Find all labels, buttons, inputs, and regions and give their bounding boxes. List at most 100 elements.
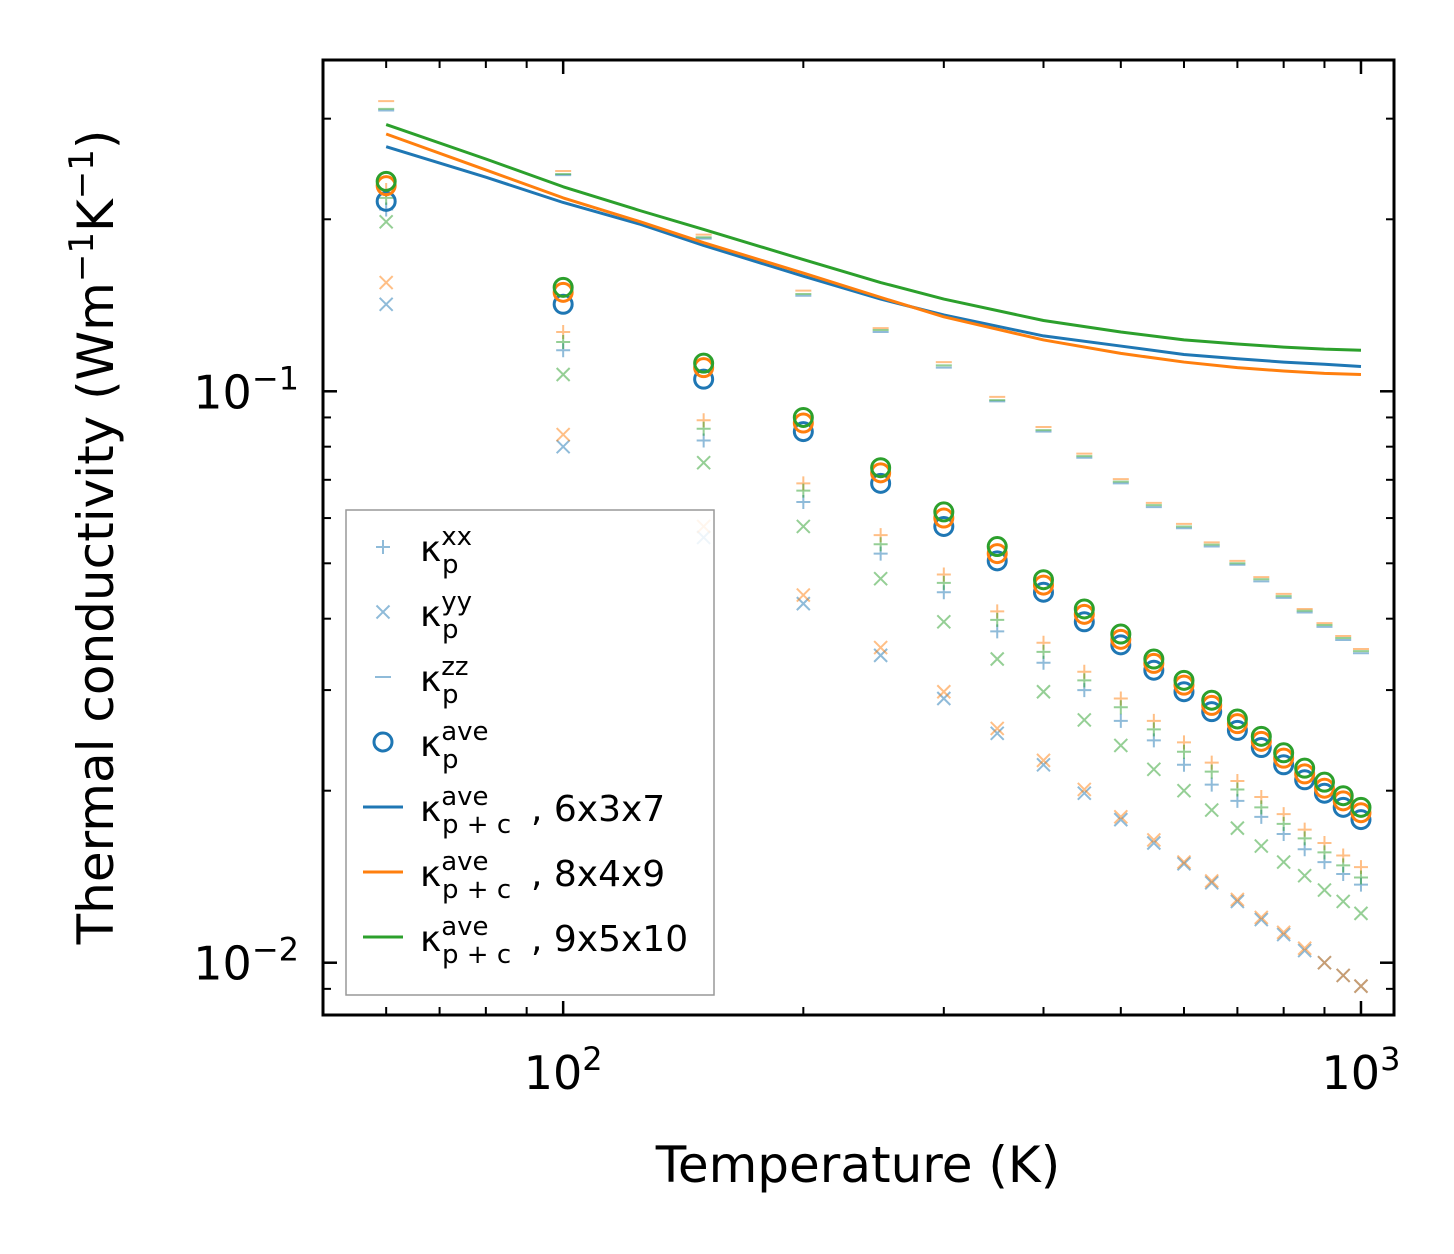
data-point bbox=[555, 367, 571, 382]
plot-frame bbox=[321, 58, 1396, 1017]
data-point bbox=[1230, 820, 1245, 836]
data-point bbox=[556, 334, 571, 349]
data-point bbox=[1335, 894, 1351, 909]
y-axis-title-prefix: Thermal conductivity (Wm bbox=[67, 282, 125, 945]
data-point bbox=[873, 537, 888, 552]
data-point bbox=[1073, 611, 1095, 633]
data-point bbox=[1032, 581, 1054, 603]
legend-tail: , 9x5x10 bbox=[531, 919, 688, 960]
data-point bbox=[1353, 906, 1369, 921]
data-point bbox=[1176, 856, 1192, 871]
legend-label: κave bbox=[420, 912, 489, 960]
data-point bbox=[1143, 659, 1165, 681]
data-point bbox=[1297, 941, 1312, 956]
legend-superscript: yy bbox=[441, 587, 472, 617]
data-point bbox=[1254, 800, 1269, 815]
data-point bbox=[375, 170, 397, 192]
data-point bbox=[792, 412, 814, 434]
x-tick-base: 10 bbox=[524, 1046, 583, 1100]
legend-superscript: zz bbox=[441, 652, 468, 682]
legend-subscript: p bbox=[442, 550, 459, 580]
data-point bbox=[870, 457, 892, 479]
data-point bbox=[1073, 603, 1095, 625]
legend-symbol: κ bbox=[420, 659, 441, 700]
data-point bbox=[1276, 854, 1291, 870]
data-point bbox=[796, 519, 811, 534]
data-point bbox=[1297, 943, 1312, 958]
legend-symbol: κ bbox=[420, 854, 441, 895]
legend-superscript: ave bbox=[441, 912, 488, 942]
data-point bbox=[1077, 673, 1092, 688]
data-point bbox=[1230, 782, 1245, 797]
data-series bbox=[375, 100, 1372, 994]
legend-label: κyy bbox=[420, 587, 472, 635]
data-point bbox=[1204, 802, 1219, 818]
data-point bbox=[555, 439, 571, 454]
data-point bbox=[1077, 712, 1092, 728]
legend-label: κxx bbox=[420, 522, 472, 570]
data-point bbox=[1146, 762, 1162, 777]
series-line bbox=[385, 145, 1362, 369]
data-point bbox=[1204, 764, 1219, 779]
data-point bbox=[1146, 835, 1162, 851]
x-tick-exponent: 3 bbox=[1380, 1040, 1400, 1078]
data-point bbox=[1317, 882, 1332, 898]
data-point bbox=[933, 501, 955, 523]
data-point bbox=[792, 421, 814, 443]
legend-superscript: ave bbox=[441, 782, 488, 812]
legend-symbol: κ bbox=[420, 529, 441, 570]
series-xx-9x5x10 bbox=[379, 190, 1368, 885]
data-point bbox=[1113, 738, 1129, 753]
data-point bbox=[1146, 832, 1162, 848]
series-zz-6x3x7 bbox=[378, 109, 1369, 655]
data-point bbox=[1032, 569, 1054, 591]
data-point bbox=[1230, 894, 1245, 909]
legend-subscript: p bbox=[442, 615, 459, 645]
data-point bbox=[1350, 809, 1372, 831]
data-point bbox=[873, 571, 888, 586]
legend-marker bbox=[372, 731, 394, 753]
data-point bbox=[1353, 978, 1369, 994]
y-axis-title-suffix: ) bbox=[67, 130, 125, 150]
data-point bbox=[870, 472, 892, 494]
data-point bbox=[1201, 689, 1223, 711]
data-point bbox=[792, 406, 814, 428]
legend-symbol: κ bbox=[420, 594, 441, 635]
data-point bbox=[1230, 892, 1245, 907]
data-point bbox=[1254, 910, 1269, 925]
data-point bbox=[1146, 722, 1161, 737]
y-tick-base: 10 bbox=[193, 365, 252, 419]
series-zz-8x4x9 bbox=[378, 100, 1369, 651]
y-axis-title-exp1: −1 bbox=[62, 232, 102, 282]
data-point bbox=[378, 275, 394, 290]
data-point bbox=[1204, 777, 1219, 792]
data-point bbox=[1226, 719, 1248, 741]
legend-tail: , 6x3x7 bbox=[531, 789, 665, 830]
y-tick-exponent: −2 bbox=[252, 931, 299, 969]
series-line bbox=[385, 123, 1362, 352]
legend-subscript: p + c bbox=[442, 875, 511, 905]
data-point bbox=[375, 190, 397, 212]
data-point bbox=[1294, 757, 1316, 779]
data-point bbox=[933, 507, 955, 529]
legend-subscript: p + c bbox=[442, 810, 511, 840]
data-point bbox=[1036, 753, 1051, 768]
data-point bbox=[1173, 669, 1195, 691]
data-point bbox=[990, 721, 1005, 736]
data-point bbox=[1254, 838, 1269, 854]
legend-label: κave bbox=[420, 847, 489, 895]
data-point bbox=[986, 550, 1008, 572]
series-zz-9x5x10 bbox=[378, 107, 1369, 653]
legend-symbol: κ bbox=[420, 789, 441, 830]
data-point bbox=[990, 651, 1005, 667]
legend-label: κave bbox=[420, 782, 489, 830]
data-point bbox=[1173, 681, 1195, 703]
series-yy-6x3x7 bbox=[378, 297, 1369, 994]
